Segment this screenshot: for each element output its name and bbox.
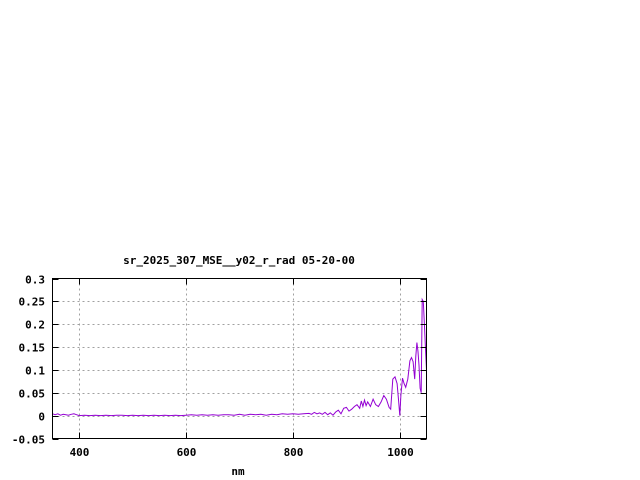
x-tick-label: 1000 — [387, 446, 414, 459]
y-tick-label: 0.1 — [25, 365, 45, 378]
y-tick-label: 0.3 — [25, 274, 45, 287]
grid — [52, 278, 427, 439]
y-tick-label: -0.05 — [12, 434, 45, 447]
x-axis-label: nm — [231, 465, 245, 478]
y-tick-label: 0 — [38, 411, 45, 424]
y-tick-label: 0.05 — [19, 388, 46, 401]
chart-title: sr_2025_307_MSE__y02_r_rad 05-20-00 — [123, 254, 355, 267]
series-line — [52, 297, 427, 417]
x-tick-label: 600 — [177, 446, 197, 459]
x-tick-label: 400 — [70, 446, 90, 459]
y-tick-label: 0.2 — [25, 319, 45, 332]
y-tick-label: 0.25 — [19, 296, 46, 309]
plot-frame — [52, 278, 427, 439]
ticks: -0.05 0 0.05 0.1 0.15 0.2 0.25 0.3 400 600 800 1000 — [12, 274, 427, 459]
x-tick-label: 800 — [284, 446, 304, 459]
y-tick-label: 0.15 — [19, 342, 46, 355]
